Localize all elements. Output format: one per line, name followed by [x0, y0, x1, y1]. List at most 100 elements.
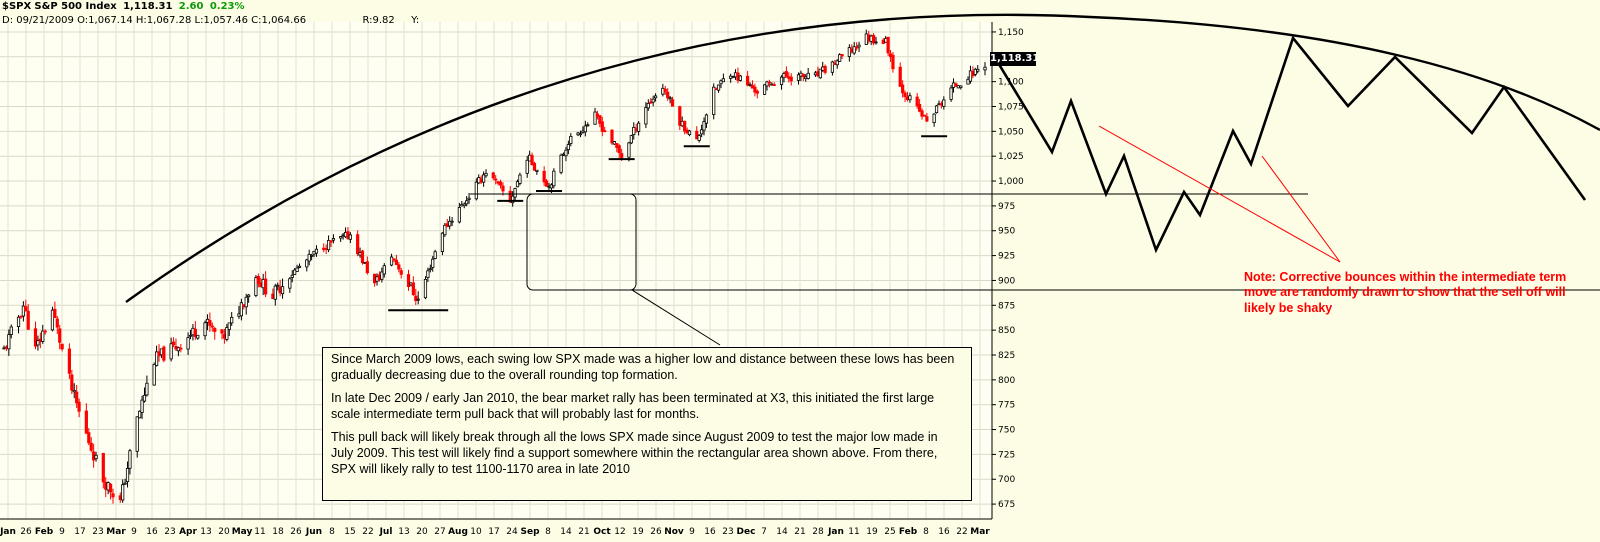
- candle-body: [247, 294, 251, 298]
- candle-body: [835, 60, 839, 66]
- candle-body: [169, 343, 173, 360]
- candle-body: [830, 61, 835, 73]
- candle-body: [942, 99, 946, 107]
- price-change-pct: 0.23%: [209, 1, 245, 12]
- candle-body: [513, 188, 517, 198]
- candle-body: [55, 318, 59, 328]
- candle-body: [273, 285, 277, 300]
- candle-body: [765, 81, 769, 87]
- y-tick-label: 875: [998, 301, 1015, 311]
- candle-body: [244, 296, 248, 308]
- candle-body: [208, 320, 212, 326]
- x-tick-label: Jan: [0, 527, 16, 537]
- candle-body: [305, 259, 309, 268]
- candle-body: [920, 110, 924, 117]
- candle-body: [612, 141, 617, 145]
- candle-body: [886, 36, 890, 54]
- x-tick-label: May: [232, 527, 253, 537]
- axes: 6757007257507758008258508759009259509751…: [0, 22, 1024, 537]
- candle-body: [603, 130, 607, 133]
- note-paragraph-1: Since March 2009 lows, each swing low SP…: [331, 352, 955, 382]
- candle-body: [414, 295, 418, 302]
- y-tick-label: 1,075: [998, 102, 1024, 112]
- x-tick-label: Sep: [520, 527, 540, 537]
- candle-body: [196, 334, 200, 339]
- x-tick-label: 23: [722, 527, 733, 537]
- candle-body: [564, 149, 568, 157]
- candle-body: [314, 248, 319, 254]
- candle-body: [779, 76, 784, 85]
- candle-body: [50, 309, 55, 331]
- candle-body: [600, 121, 604, 132]
- close-label: C:: [251, 15, 262, 26]
- index-name: S&P 500 Index: [34, 1, 117, 12]
- candle-body: [428, 268, 432, 271]
- candle-body: [162, 346, 166, 361]
- x-tick-label: 14: [560, 527, 572, 537]
- candle-body: [72, 389, 76, 393]
- candle-body: [154, 351, 159, 366]
- candle-body: [918, 104, 922, 112]
- candle-body: [494, 178, 498, 181]
- candle-body: [297, 265, 302, 268]
- candle-body: [983, 66, 987, 71]
- candle-body: [293, 269, 297, 275]
- last-price-tag: 1,118.31: [990, 52, 1040, 66]
- candle-body: [501, 185, 505, 192]
- x-tick-label: 22: [956, 527, 967, 537]
- x-tick-label: 26: [650, 527, 662, 537]
- candle-body: [569, 135, 573, 145]
- annotation-line-1: [1098, 125, 1341, 263]
- close-value: 1,064.66: [261, 15, 307, 26]
- candle-body: [75, 391, 79, 404]
- candle-body: [94, 454, 98, 460]
- candle-body: [721, 78, 726, 83]
- candle-body: [392, 258, 396, 261]
- candle-body: [484, 172, 488, 177]
- candle-body: [535, 169, 539, 172]
- x-tick-label: 10: [470, 527, 482, 537]
- candle-body: [712, 86, 716, 115]
- candle-body: [806, 72, 810, 79]
- candle-body: [598, 115, 602, 124]
- candle-body: [339, 236, 343, 239]
- candle-body: [646, 102, 650, 109]
- candle-body: [210, 325, 214, 328]
- candle-body: [9, 326, 13, 335]
- candle-body: [440, 232, 445, 252]
- y-tick-label: 725: [998, 450, 1015, 460]
- candle-body: [290, 274, 294, 278]
- candle-body: [26, 310, 30, 330]
- analysis-note-box: Since March 2009 lows, each swing low SP…: [322, 347, 972, 501]
- candle-body: [138, 410, 142, 419]
- candle-body: [123, 482, 127, 485]
- candle-body: [949, 87, 953, 100]
- candle-body: [852, 46, 856, 54]
- candle-body: [225, 327, 229, 340]
- x-tick-label: 13: [398, 527, 409, 537]
- candle-body: [84, 410, 88, 434]
- candle-body: [423, 278, 428, 299]
- candle-body: [41, 330, 45, 342]
- annotation-line-2: [1261, 155, 1341, 263]
- projected-path: [992, 35, 1587, 254]
- candle-body: [762, 84, 767, 95]
- candle-body: [871, 35, 876, 44]
- candle-body: [542, 170, 546, 183]
- candle-body: [356, 234, 360, 255]
- candle-body: [530, 155, 534, 166]
- candle-body: [772, 84, 776, 87]
- candle-body: [746, 75, 750, 86]
- candle-body: [511, 195, 515, 204]
- x-tick-label: Mar: [970, 527, 990, 537]
- x-tick-label: 27: [434, 527, 445, 537]
- candle-body: [653, 95, 658, 99]
- y-tick-label: 675: [998, 500, 1015, 510]
- candle-body: [898, 66, 902, 87]
- candle-body: [128, 450, 132, 469]
- candle-body: [702, 121, 706, 131]
- candle-body: [213, 328, 217, 332]
- date-label: D:: [2, 15, 14, 26]
- x-tick-label: 23: [164, 527, 175, 537]
- x-tick-label: 25: [884, 527, 895, 537]
